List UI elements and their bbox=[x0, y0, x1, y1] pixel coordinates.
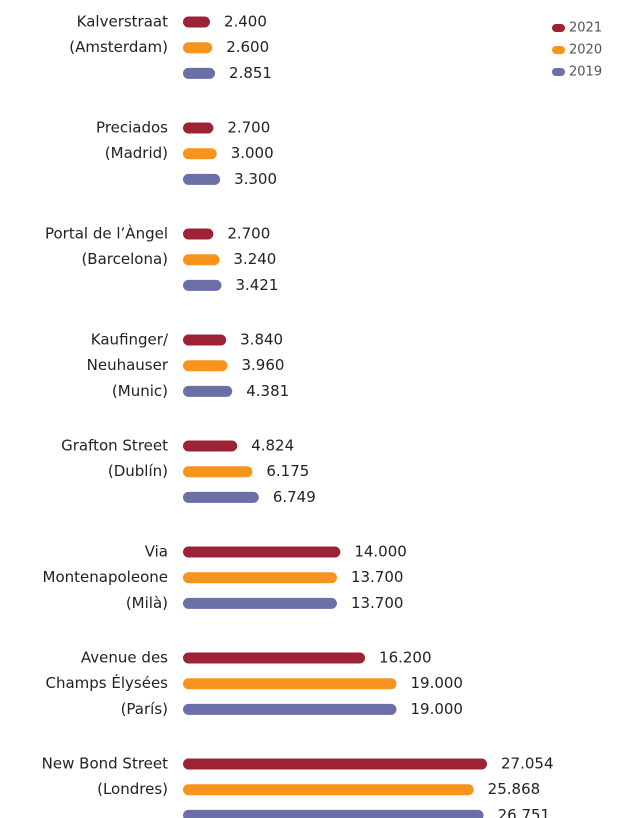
bar bbox=[183, 809, 484, 818]
value-label: 3.240 bbox=[233, 250, 276, 268]
bar bbox=[183, 16, 210, 28]
value-label: 27.054 bbox=[501, 755, 554, 773]
value-label: 2.851 bbox=[229, 64, 272, 82]
bar bbox=[183, 228, 214, 240]
category-label: Montenapoleone bbox=[43, 568, 168, 586]
bar bbox=[183, 334, 227, 346]
category-label: (Munic) bbox=[112, 382, 168, 400]
category-label: Champs Élysées bbox=[46, 673, 169, 692]
bar bbox=[183, 148, 217, 160]
value-label: 13.700 bbox=[351, 568, 404, 586]
bar bbox=[183, 279, 222, 291]
category-label: (Amsterdam) bbox=[69, 38, 168, 56]
category-label: Preciados bbox=[96, 119, 168, 137]
legend-swatch bbox=[552, 46, 565, 54]
value-label: 2.600 bbox=[226, 38, 269, 56]
category-label: New Bond Street bbox=[42, 755, 168, 773]
bar bbox=[183, 758, 487, 770]
bar bbox=[183, 784, 474, 796]
category-label: Grafton Street bbox=[61, 437, 168, 455]
legend-label: 2021 bbox=[569, 21, 602, 36]
bar bbox=[183, 572, 337, 584]
legend-label: 2019 bbox=[569, 65, 602, 80]
category-label: (Londres) bbox=[97, 780, 168, 798]
category-label: (Barcelona) bbox=[81, 250, 168, 268]
bar bbox=[183, 703, 397, 715]
value-label: 3.000 bbox=[231, 144, 274, 162]
value-label: 16.200 bbox=[379, 649, 432, 667]
value-label: 19.000 bbox=[410, 700, 463, 718]
bar bbox=[183, 466, 253, 478]
value-label: 2.400 bbox=[224, 13, 267, 31]
category-label: Neuhauser bbox=[87, 356, 169, 374]
value-label: 3.300 bbox=[234, 170, 277, 188]
value-label: 6.175 bbox=[266, 462, 309, 480]
bar bbox=[183, 440, 238, 452]
bar bbox=[183, 385, 233, 397]
category-label: (Milà) bbox=[126, 594, 168, 612]
value-label: 3.840 bbox=[240, 331, 283, 349]
value-label: 4.824 bbox=[251, 437, 294, 455]
value-label: 14.000 bbox=[354, 543, 407, 561]
bar bbox=[183, 546, 341, 558]
category-label: (Dublín) bbox=[108, 462, 168, 480]
value-label: 25.868 bbox=[488, 780, 541, 798]
value-label: 13.700 bbox=[351, 594, 404, 612]
value-label: 26.751 bbox=[498, 806, 550, 818]
bar bbox=[183, 678, 397, 690]
category-label: Kaufinger/ bbox=[91, 331, 169, 349]
value-label: 2.700 bbox=[227, 119, 270, 137]
legend-label: 2020 bbox=[569, 43, 602, 58]
value-label: 6.749 bbox=[273, 488, 316, 506]
value-label: 2.700 bbox=[227, 225, 270, 243]
bar bbox=[183, 652, 366, 664]
category-label: Avenue des bbox=[81, 649, 168, 667]
bar bbox=[183, 173, 221, 185]
category-label: (Madrid) bbox=[105, 144, 168, 162]
value-label: 4.381 bbox=[246, 382, 289, 400]
bar bbox=[183, 254, 220, 266]
bar bbox=[183, 42, 213, 54]
category-label: (París) bbox=[121, 700, 168, 718]
value-label: 19.000 bbox=[410, 674, 463, 692]
value-label: 3.421 bbox=[235, 276, 278, 294]
bar bbox=[183, 597, 337, 609]
bar bbox=[183, 491, 259, 503]
legend-swatch bbox=[552, 24, 565, 32]
category-label: Kalverstraat bbox=[77, 13, 168, 31]
bar bbox=[183, 67, 216, 79]
bar bbox=[183, 360, 228, 372]
legend-swatch bbox=[552, 68, 565, 76]
value-label: 3.960 bbox=[241, 356, 284, 374]
category-label: Via bbox=[145, 543, 168, 561]
category-label: Portal de l’Àngel bbox=[45, 224, 168, 243]
bar bbox=[183, 122, 214, 134]
